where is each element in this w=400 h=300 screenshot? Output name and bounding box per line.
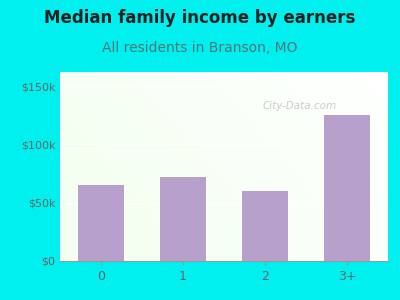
Bar bbox=[78, 185, 124, 261]
Text: Median family income by earners: Median family income by earners bbox=[44, 9, 356, 27]
Text: All residents in Branson, MO: All residents in Branson, MO bbox=[102, 40, 298, 55]
Bar bbox=[242, 191, 288, 261]
Bar bbox=[324, 115, 370, 261]
Text: City-Data.com: City-Data.com bbox=[262, 101, 336, 111]
Bar bbox=[160, 177, 206, 261]
